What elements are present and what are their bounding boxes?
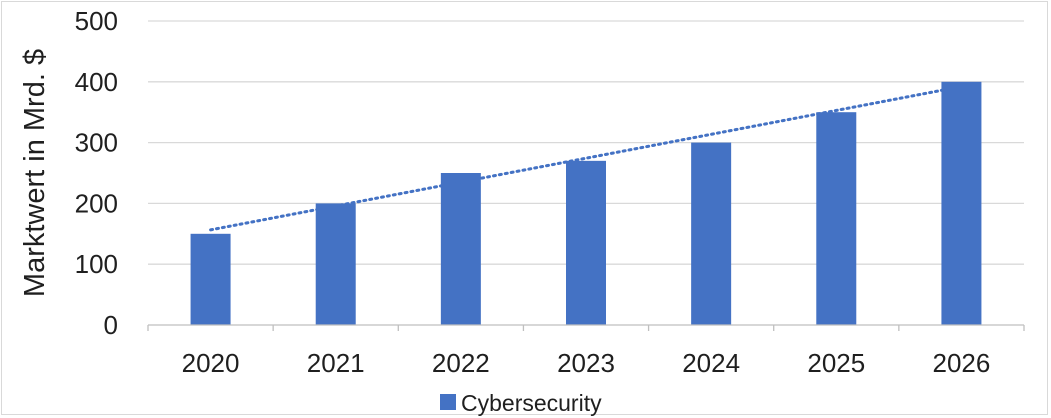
x-tick-label: 2020 xyxy=(182,348,240,378)
bar-2025 xyxy=(816,112,857,325)
y-tick-label: 500 xyxy=(75,6,118,36)
y-tick-label: 400 xyxy=(75,67,118,97)
x-tick-label: 2026 xyxy=(933,348,991,378)
y-axis-title: Marktwert in Mrd. $ xyxy=(19,49,51,297)
y-tick-labels: 0 100 200 300 400 500 xyxy=(75,6,118,340)
legend-label: Cybersecurity xyxy=(461,390,602,416)
legend-swatch xyxy=(440,394,456,410)
bar-2021 xyxy=(315,203,356,325)
x-tick-label: 2023 xyxy=(557,348,615,378)
x-tick-labels: 2020 2021 2022 2023 2024 2025 2026 xyxy=(182,348,991,378)
axes xyxy=(147,324,1025,331)
bar-2022 xyxy=(440,173,481,325)
x-tick-label: 2024 xyxy=(682,348,740,378)
bar-2023 xyxy=(566,160,606,325)
bar-2024 xyxy=(691,142,732,325)
trendline-path xyxy=(209,85,963,232)
x-tick-label: 2025 xyxy=(807,348,865,378)
bars xyxy=(190,81,982,325)
y-tick-label: 300 xyxy=(75,128,118,158)
trendline xyxy=(209,85,963,232)
y-tick-label: 200 xyxy=(75,188,118,218)
y-tick-label: 100 xyxy=(75,249,118,279)
bar-2026 xyxy=(941,81,982,325)
legend: Cybersecurity xyxy=(440,390,602,416)
y-tick-label: 0 xyxy=(104,310,118,340)
x-tick-label: 2021 xyxy=(307,348,365,378)
bar-2020 xyxy=(190,233,231,325)
x-tick-label: 2022 xyxy=(432,348,490,378)
